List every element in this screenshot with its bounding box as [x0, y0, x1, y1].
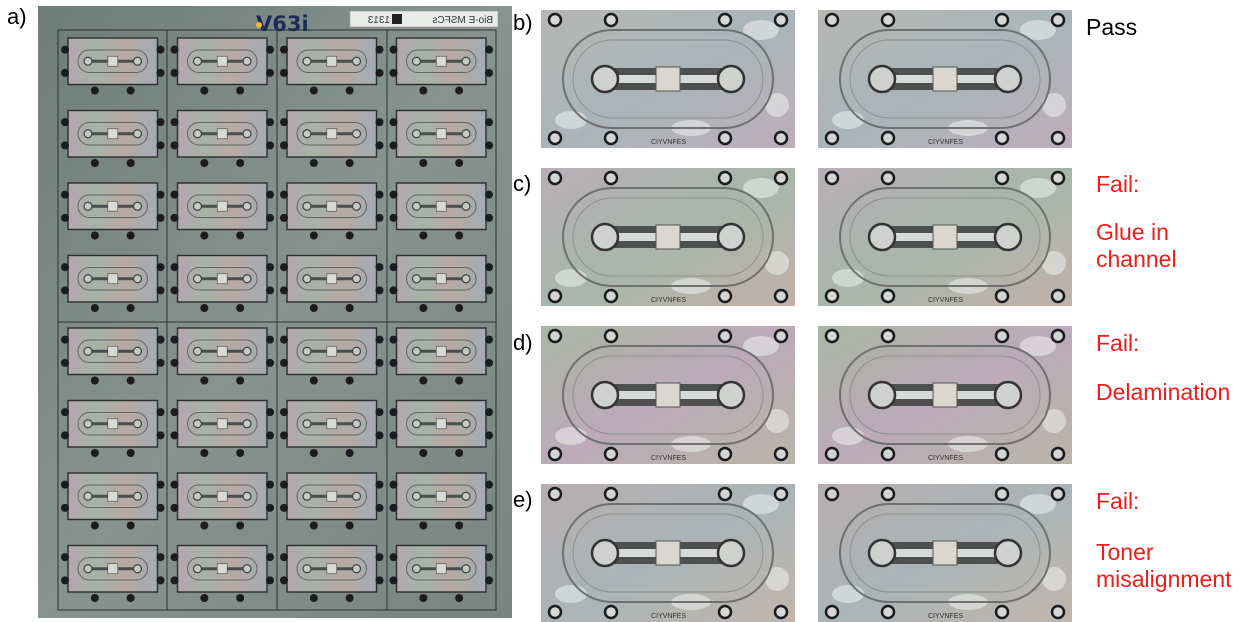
sheet-chip	[61, 327, 165, 385]
sheet-chip	[280, 37, 384, 95]
sheet-chip	[61, 472, 165, 530]
chip-text: CIYVNFES	[928, 455, 963, 462]
chip-photo-d-right: CIYVNFES	[818, 326, 1072, 464]
sheet-chip	[280, 327, 384, 385]
result-d: Fail:	[1096, 330, 1140, 356]
chip-photo-b-left: CIYVNFES	[541, 10, 795, 148]
result-b: Pass	[1086, 14, 1138, 40]
chip-grid	[61, 37, 493, 602]
panel-label-c: c)	[513, 171, 532, 196]
sheet-chip	[280, 472, 384, 530]
sheet-chip	[389, 109, 493, 167]
sheet-chip	[61, 182, 165, 240]
sheet-chip	[61, 544, 165, 602]
sheet-chip	[61, 254, 165, 312]
panel-label-d: d)	[513, 330, 533, 355]
sheet-chip	[389, 327, 493, 385]
sheet-chip	[280, 109, 384, 167]
chip-text: CIYVNFES	[928, 139, 963, 146]
sheet-tag	[349, 10, 499, 28]
panel-label-b: b)	[513, 10, 533, 35]
chip-text: CIYVNFES	[651, 297, 686, 304]
panel-label-a: a)	[7, 4, 27, 29]
sheet-chip	[389, 254, 493, 312]
sheet-chip	[389, 37, 493, 95]
sheet-tag-number: 1313	[367, 15, 390, 26]
chip-photo-b-right: CIYVNFES	[818, 10, 1072, 148]
sheet-chip	[389, 472, 493, 530]
sheet-chip	[280, 544, 384, 602]
chip-photo-d-left: CIYVNFES	[541, 326, 795, 464]
sheet-chip	[170, 399, 274, 457]
result-e: Fail:	[1096, 488, 1140, 514]
sheet-chip	[389, 399, 493, 457]
chip-text: CIYVNFES	[928, 297, 963, 304]
sheet-chip	[170, 544, 274, 602]
result-c-detail-line-2: channel	[1096, 246, 1177, 272]
sheet-chip	[170, 109, 274, 167]
sheet-chip	[61, 37, 165, 95]
result-e-detail-line-2: misalignment	[1096, 566, 1232, 592]
sheet-chip	[170, 182, 274, 240]
sheet-chip	[170, 327, 274, 385]
panel-label-e: e)	[513, 487, 533, 512]
chip-photo-e-left: CIYVNFES	[541, 484, 795, 622]
chip-text: CIYVNFES	[928, 613, 963, 620]
chip-text: CIYVNFES	[651, 139, 686, 146]
sheet-chip	[389, 544, 493, 602]
sheet-photo: V63i 1313 Bio-E MSFCs	[38, 6, 512, 618]
sheet-dot	[256, 22, 262, 28]
sheet-chip	[280, 399, 384, 457]
sheet-code: V63i	[256, 12, 309, 36]
sheet-chip	[280, 254, 384, 312]
chip-photo-c-right: CIYVNFES	[818, 168, 1072, 306]
sheet-chip	[170, 254, 274, 312]
result-c: Fail:	[1096, 171, 1140, 197]
chip-text: CIYVNFES	[651, 455, 686, 462]
sheet-chip	[389, 182, 493, 240]
sheet-chip	[170, 37, 274, 95]
result-e-detail-line-1: Toner	[1096, 539, 1154, 565]
sheet-chip	[61, 399, 165, 457]
sheet-chip	[280, 182, 384, 240]
chip-photo-c-left: CIYVNFES	[541, 168, 795, 306]
sheet-chip	[170, 472, 274, 530]
chip-photo-e-right: CIYVNFES	[818, 484, 1072, 622]
chip-text: CIYVNFES	[651, 613, 686, 620]
sheet-chip	[61, 109, 165, 167]
result-d-detail-line-1: Delamination	[1096, 379, 1231, 405]
qr-code-icon	[392, 14, 402, 24]
sheet-tag-label: Bio-E MSFCs	[432, 15, 493, 26]
result-c-detail-line-1: Glue in	[1096, 219, 1169, 245]
